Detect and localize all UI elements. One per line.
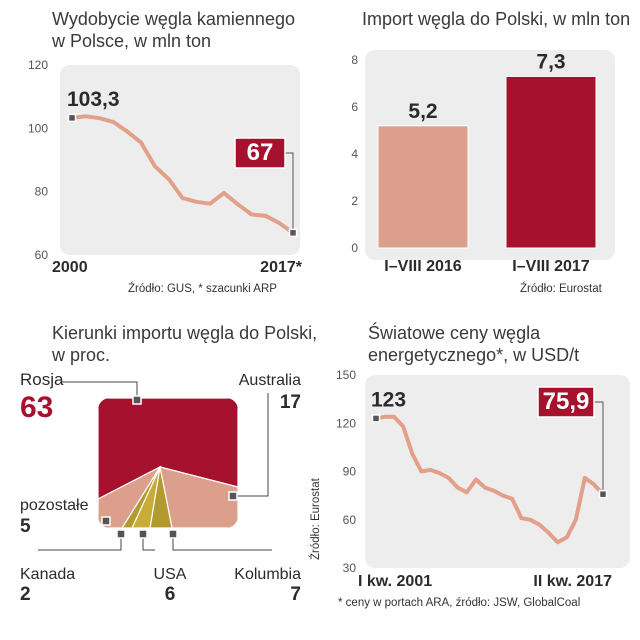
import-source: Źródło: Eurostat [520, 283, 602, 295]
y-tick-label: 2 [351, 194, 358, 208]
y-tick-label: 60 [343, 513, 357, 527]
usa-value: 6 [165, 584, 176, 605]
australia-leader [233, 393, 269, 497]
kanada-label: Kanada [20, 566, 75, 583]
pozostale-value: 5 [20, 516, 31, 537]
x-end-label: 2017* [260, 259, 303, 276]
end-marker [598, 489, 608, 499]
y-tick-label: 30 [343, 561, 357, 575]
import-title: Import węgla do Polski, w mln ton [362, 9, 631, 29]
last-value-label: 75,9 [543, 388, 590, 415]
mining-source: Źródło: GUS, * szacunki ARP [128, 283, 277, 295]
kanada-marker [116, 529, 126, 539]
y-tick-label: 100 [28, 121, 48, 135]
plot-background [365, 375, 630, 568]
kanada-leader [38, 534, 122, 551]
rosja-value: 63 [20, 391, 53, 424]
mining-line-chart: 120 100 80 60 103,3 67 2000 2017* [28, 58, 303, 276]
mining-title-line1: Wydobycie węgla kamiennego [52, 9, 295, 29]
bar-value-label: 5,2 [408, 100, 437, 123]
usa-leader [142, 534, 155, 551]
y-tick-label: 0 [351, 241, 358, 255]
rosja-label: Rosja [20, 370, 64, 389]
first-value-label: 103,3 [67, 88, 120, 111]
category-label: I–VIII 2016 [384, 258, 461, 275]
bar-0 [377, 125, 469, 249]
x-start-label: I kw. 2001 [358, 573, 432, 590]
kolumbia-label: Kolumbia [234, 566, 301, 583]
start-marker [371, 414, 381, 423]
import-bar-chart: 8 6 4 2 0 5,2 I–VIII 2016 7,3 I–VIII 2017 [351, 50, 615, 275]
usa-marker [138, 529, 148, 539]
australia-marker [228, 491, 238, 501]
y-tick-label: 6 [351, 100, 358, 114]
y-tick-label: 150 [336, 368, 356, 382]
y-tick-label: 8 [351, 53, 358, 67]
first-value-label: 123 [371, 388, 406, 411]
callout-line [594, 401, 604, 495]
directions-title-line2: w proc. [52, 345, 111, 365]
kolumbia-marker [168, 529, 178, 539]
kolumbia-leader [172, 534, 272, 551]
australia-label: Australia [239, 372, 301, 389]
last-value-label: 67 [247, 139, 274, 166]
rosja-leader [62, 381, 138, 400]
rosja-marker [132, 395, 142, 405]
australia-value: 17 [280, 392, 301, 413]
slice-pozostale [98, 465, 162, 528]
y-tick-label: 120 [336, 416, 356, 430]
y-tick-label: 90 [343, 465, 357, 479]
prices-source: * ceny w portach ARA, źródło: JSW, Globa… [338, 597, 581, 609]
bar-1 [505, 75, 597, 249]
y-tick-label: 80 [35, 185, 49, 199]
prices-line-chart: 150 120 90 60 30 123 75,9 I kw. 2001 II kw. 2017 [336, 368, 630, 590]
category-label: I–VIII 2017 [512, 258, 589, 275]
y-tick-label: 120 [28, 58, 48, 72]
x-end-label: II kw. 2017 [533, 573, 612, 590]
mining-title-line2: w Polsce, w mln ton [52, 31, 212, 51]
y-tick-label: 4 [351, 147, 358, 161]
prices-title-line1: Światowe ceny węgla [368, 323, 541, 343]
last-value-box [234, 137, 286, 169]
directions-title-line1: Kierunki importu węgla do Polski, [52, 323, 318, 343]
pozostale-marker [101, 516, 111, 526]
y-tick-label: 60 [35, 248, 49, 262]
last-value-box [537, 386, 595, 418]
prices-title-line2: energetycznego*, w USD/t [368, 345, 580, 365]
usa-label: USA [154, 566, 187, 583]
slices-group [98, 398, 238, 528]
bar-value-label: 7,3 [536, 50, 565, 73]
data-line [70, 114, 295, 235]
kanada-value: 2 [20, 584, 31, 605]
start-marker [67, 113, 77, 123]
x-start-label: 2000 [52, 259, 88, 276]
data-line [374, 414, 605, 545]
pozostale-label: pozostałe [20, 497, 89, 514]
callout-line [285, 152, 294, 233]
end-marker [288, 228, 298, 238]
kolumbia-value: 7 [290, 584, 301, 605]
